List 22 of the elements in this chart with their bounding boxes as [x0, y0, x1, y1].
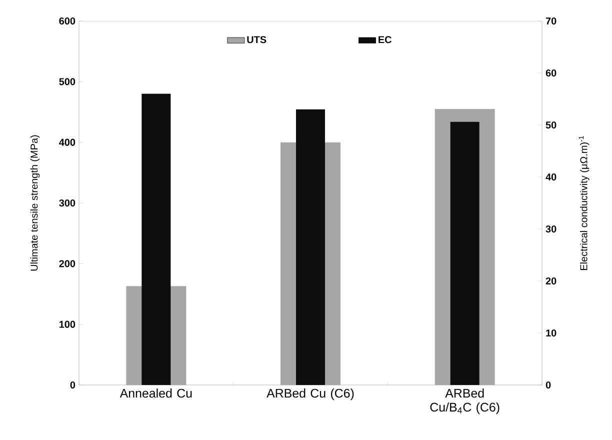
- y2-tick-label: 0: [546, 381, 551, 389]
- x-tick-label: ARBed Cu (C6): [266, 388, 354, 400]
- y2-tick-label: 60: [546, 69, 556, 77]
- y2-tick-label: 70: [546, 17, 556, 25]
- y-axis-title: Ultimate tensile strength (MPa): [30, 135, 40, 271]
- y-tick-label: 300: [59, 199, 76, 207]
- legend-label: EC: [378, 36, 392, 44]
- y2-tick-label: 40: [546, 173, 556, 181]
- y2-tick-label: 50: [546, 121, 556, 129]
- y-tick-label: 0: [70, 381, 76, 389]
- y2-tick-label: 20: [546, 277, 556, 285]
- x-tick-label: Annealed Cu: [120, 388, 192, 398]
- y2-tick-label: 10: [546, 329, 556, 337]
- y2-tick-label: 30: [546, 225, 556, 233]
- y2-axis-title: Electrical conductivity (μΩ.m)$^{-1}$: [578, 136, 590, 270]
- y-tick-label: 600: [59, 17, 76, 25]
- y-tick-label: 200: [59, 260, 76, 268]
- legend-label: UTS: [247, 36, 266, 44]
- y-tick-label: 500: [59, 78, 76, 86]
- x-tick-label: ARBed Cu/B$_{4}$C (C6): [430, 388, 500, 414]
- y-tick-label: 100: [59, 320, 76, 328]
- y-tick-label: 400: [59, 138, 76, 146]
